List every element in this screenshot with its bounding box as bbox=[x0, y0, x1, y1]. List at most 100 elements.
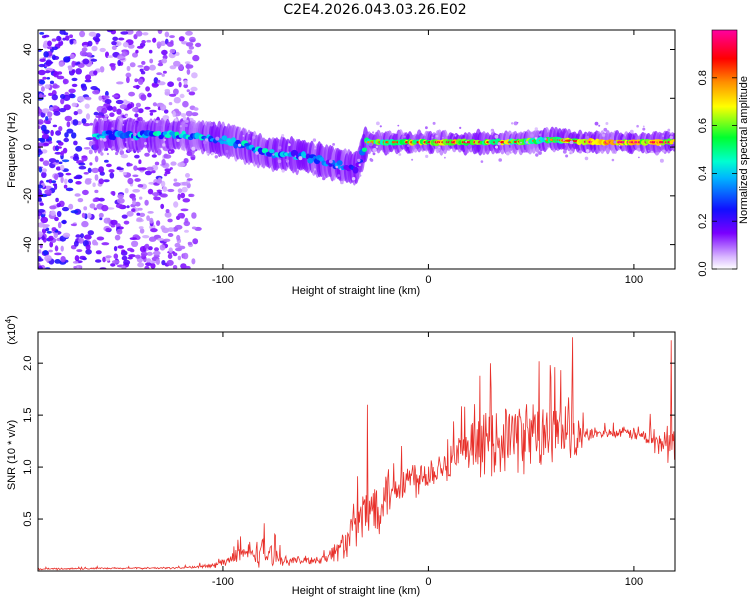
fringe-dot bbox=[465, 140, 468, 143]
noise-blob bbox=[119, 150, 125, 156]
noise-blob bbox=[70, 210, 79, 214]
noise-blob bbox=[38, 184, 43, 189]
noise-blob bbox=[58, 141, 64, 146]
noise-blob bbox=[138, 78, 144, 85]
noise-blob bbox=[73, 266, 77, 269]
noise-blob bbox=[48, 158, 57, 163]
snr-y-tick-label: 0.5 bbox=[22, 511, 34, 526]
fringe-dot bbox=[425, 126, 428, 130]
noise-blob bbox=[135, 254, 141, 259]
noise-blob bbox=[64, 178, 68, 185]
noise-blob bbox=[63, 58, 70, 63]
fringe-dot bbox=[497, 142, 501, 146]
noise-blob bbox=[55, 130, 62, 136]
fringe-dot bbox=[535, 153, 539, 157]
noise-blob bbox=[169, 35, 175, 39]
noise-blob bbox=[152, 102, 157, 107]
noise-blob bbox=[136, 217, 143, 222]
fringe-dot bbox=[523, 149, 527, 153]
fringe-dot bbox=[647, 149, 650, 152]
noise-blob bbox=[144, 199, 149, 206]
noise-blob bbox=[120, 31, 129, 35]
noise-blob bbox=[84, 96, 92, 100]
noise-blob bbox=[132, 52, 138, 58]
noise-blob bbox=[80, 233, 84, 239]
noise-blob bbox=[76, 249, 83, 253]
fringe-dot bbox=[534, 137, 538, 140]
fringe-dot bbox=[407, 144, 410, 148]
noise-blob bbox=[54, 173, 59, 181]
noise-blob bbox=[68, 88, 76, 94]
noise-blob bbox=[113, 253, 119, 259]
noise-blob bbox=[85, 137, 94, 141]
fringe-dot bbox=[294, 155, 297, 158]
colorbar-gradient bbox=[711, 29, 738, 270]
noise-blob bbox=[38, 69, 46, 76]
noise-blob bbox=[110, 263, 116, 267]
fringe-dot bbox=[106, 152, 109, 156]
noise-blob bbox=[50, 210, 56, 216]
noise-blob bbox=[160, 40, 166, 46]
noise-blob bbox=[173, 60, 181, 67]
noise-blob bbox=[38, 63, 45, 68]
noise-blob bbox=[147, 211, 154, 214]
noise-blob bbox=[98, 197, 105, 202]
noise-blob bbox=[71, 102, 78, 108]
snr-x-tick-label: 100 bbox=[625, 576, 643, 588]
noise-blob bbox=[102, 256, 106, 263]
noise-blob bbox=[170, 161, 177, 166]
fringe-dot bbox=[594, 121, 599, 126]
noise-blob bbox=[65, 172, 72, 176]
noise-blob bbox=[40, 86, 45, 92]
fringe-dot bbox=[372, 148, 377, 152]
noise-blob bbox=[156, 189, 163, 193]
noise-blob bbox=[101, 204, 109, 212]
fringe-dot bbox=[117, 115, 121, 120]
noise-blob bbox=[45, 138, 50, 142]
noise-blob bbox=[141, 40, 146, 44]
noise-blob bbox=[163, 173, 168, 177]
noise-blob bbox=[41, 171, 47, 179]
noise-blob bbox=[38, 142, 44, 148]
noise-blob bbox=[191, 112, 199, 117]
noise-blob bbox=[193, 107, 199, 111]
noise-blob bbox=[45, 61, 54, 65]
fringe-dot bbox=[314, 171, 318, 175]
noise-blob bbox=[122, 41, 129, 48]
noise-blob bbox=[146, 215, 151, 222]
fringe-dot bbox=[431, 136, 434, 139]
fringe-dot bbox=[176, 138, 180, 142]
fringe-dot bbox=[602, 133, 606, 137]
noise-blob bbox=[52, 124, 58, 128]
fringe-dot bbox=[509, 147, 512, 151]
noise-blob bbox=[60, 150, 65, 156]
noise-blob bbox=[129, 237, 137, 241]
fringe-dot bbox=[214, 155, 218, 159]
noise-blob bbox=[67, 178, 74, 184]
noise-blob bbox=[39, 58, 46, 62]
noise-blob bbox=[182, 252, 189, 260]
noise-blob bbox=[143, 65, 150, 72]
fringe-dot bbox=[225, 149, 229, 153]
noise-blob bbox=[121, 214, 128, 219]
noise-blob bbox=[138, 226, 144, 230]
ridge-cell bbox=[319, 157, 325, 162]
noise-blob bbox=[38, 148, 42, 153]
noise-blob bbox=[52, 46, 58, 51]
noise-blob bbox=[163, 109, 169, 114]
fringe-dot bbox=[603, 127, 608, 132]
noise-blob bbox=[140, 251, 148, 257]
noise-blob bbox=[38, 93, 43, 99]
noise-blob bbox=[161, 260, 166, 266]
noise-blob bbox=[72, 261, 79, 264]
noise-blob bbox=[191, 72, 198, 79]
fringe-dot bbox=[578, 150, 582, 154]
noise-blob bbox=[142, 235, 150, 239]
noise-blob bbox=[107, 55, 114, 58]
fringe-dot bbox=[516, 121, 519, 124]
fringe-dot bbox=[203, 140, 207, 145]
ridge-cell bbox=[290, 149, 299, 157]
noise-blob bbox=[185, 265, 191, 269]
ridge-cell bbox=[244, 143, 250, 147]
noise-blob bbox=[137, 65, 144, 68]
